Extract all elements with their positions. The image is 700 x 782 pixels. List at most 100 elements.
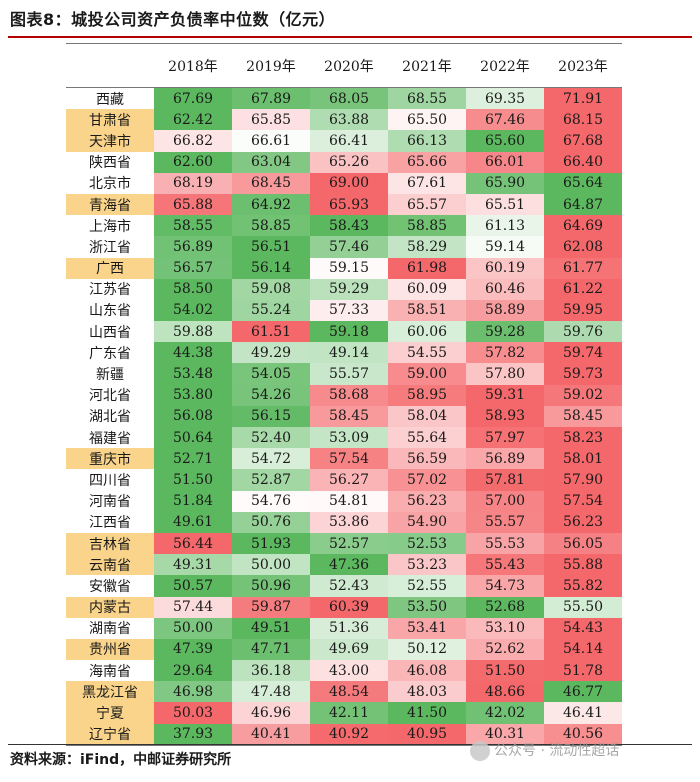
leverage-table: 2018年 2019年 2020年 2021年 2022年 2023年 西藏 67.69 67… [66, 43, 622, 746]
value-cell: 51.50 [154, 469, 232, 491]
province-label: 河北省 [89, 388, 131, 405]
value-cell: 56.44 [154, 532, 232, 555]
value-cell: 50.64 [154, 427, 232, 449]
value-cell: 66.13 [388, 130, 466, 152]
value-cell: 64.87 [544, 193, 622, 216]
footer-rule [8, 744, 692, 745]
value-cell: 67.61 [388, 172, 466, 194]
table-row: 河南省 51.84 54.76 54.81 56.23 57.00 57.54 [66, 490, 622, 512]
value-cell: 54.05 [232, 363, 310, 385]
value-cell: 59.95 [544, 299, 622, 322]
table-row: 黑龙江省 46.98 47.48 48.54 48.03 48.66 46.77 [66, 681, 622, 703]
value-cell: 58.89 [466, 299, 544, 322]
province-label: 福建省 [89, 430, 131, 447]
wechat-icon [470, 741, 490, 761]
value-cell: 58.45 [544, 405, 622, 427]
table-row: 吉林省 56.44 51.93 52.57 52.53 55.53 56.05 [66, 532, 622, 555]
value-cell: 58.51 [388, 299, 466, 322]
value-cell: 56.59 [388, 448, 466, 470]
value-cell: 54.02 [154, 299, 232, 322]
value-cell: 52.53 [388, 532, 466, 555]
value-cell: 56.23 [388, 490, 466, 512]
value-cell: 46.08 [388, 660, 466, 682]
value-cell: 58.93 [466, 405, 544, 427]
value-cell: 58.95 [388, 384, 466, 406]
value-cell: 55.57 [466, 511, 544, 533]
value-cell: 57.97 [466, 427, 544, 449]
year-header: 2018年 [154, 43, 232, 88]
province-label: 吉林省 [66, 532, 154, 555]
province-label: 辽宁省 [66, 723, 154, 746]
value-cell: 60.46 [466, 278, 544, 300]
value-cell: 47.71 [232, 638, 310, 661]
table-row: 上海市 58.55 58.85 58.43 58.85 61.13 64.69 [66, 215, 622, 237]
value-cell: 67.68 [544, 130, 622, 152]
value-cell: 40.41 [232, 723, 310, 746]
value-cell: 51.93 [232, 532, 310, 555]
value-cell: 69.00 [310, 172, 388, 194]
value-cell: 29.64 [154, 660, 232, 682]
value-cell: 56.15 [232, 405, 310, 427]
table-row: 重庆市 52.71 54.72 57.54 56.59 56.89 58.01 [66, 448, 622, 470]
value-cell: 46.96 [232, 702, 310, 724]
value-cell: 49.69 [310, 638, 388, 661]
value-cell: 59.28 [466, 321, 544, 343]
value-cell: 46.77 [544, 681, 622, 703]
value-cell: 55.88 [544, 554, 622, 576]
value-cell: 50.03 [154, 702, 232, 724]
value-cell: 57.00 [466, 490, 544, 512]
province-label: 海南省 [89, 663, 131, 680]
province-label: 甘肃省 [66, 109, 154, 131]
province-label: 广西 [66, 257, 154, 279]
value-cell: 65.51 [466, 193, 544, 216]
value-cell: 54.90 [388, 511, 466, 533]
value-cell: 55.57 [310, 363, 388, 385]
value-cell: 52.43 [310, 575, 388, 597]
value-cell: 53.10 [466, 617, 544, 639]
value-cell: 36.18 [232, 660, 310, 682]
value-cell: 53.23 [388, 554, 466, 576]
province-label: 广东省 [89, 345, 131, 362]
value-cell: 59.73 [544, 363, 622, 385]
table-row: 陕西省 62.60 63.04 65.26 65.66 66.01 66.40 [66, 151, 622, 173]
value-cell: 52.55 [388, 575, 466, 597]
value-cell: 54.55 [388, 342, 466, 364]
year-header: 2019年 [232, 43, 310, 88]
province-label: 湖南省 [89, 621, 131, 638]
value-cell: 65.26 [310, 151, 388, 173]
table-row: 内蒙古 57.44 59.87 60.39 53.50 52.68 55.50 [66, 596, 622, 618]
value-cell: 52.57 [310, 532, 388, 555]
table-row: 新疆 53.48 54.05 55.57 59.00 57.80 59.73 [66, 363, 622, 385]
watermark: 公众号 · 流动性超话 [470, 740, 619, 761]
province-label: 重庆市 [66, 448, 154, 470]
table-row: 广西 56.57 56.14 59.15 61.98 60.19 61.77 [66, 257, 622, 279]
province-label: 湖北省 [89, 409, 131, 426]
value-cell: 63.88 [310, 109, 388, 131]
year-header: 2023年 [544, 43, 622, 88]
value-cell: 57.33 [310, 299, 388, 322]
value-cell: 57.54 [544, 490, 622, 512]
value-cell: 56.14 [232, 257, 310, 279]
value-cell: 61.98 [388, 257, 466, 279]
value-cell: 44.38 [154, 342, 232, 364]
value-cell: 50.12 [388, 638, 466, 661]
value-cell: 47.48 [232, 681, 310, 703]
province-label: 云南省 [66, 554, 154, 576]
value-cell: 57.02 [388, 469, 466, 491]
title-rule [8, 36, 692, 38]
value-cell: 54.14 [544, 638, 622, 661]
province-label: 山东省 [89, 303, 131, 320]
value-cell: 65.50 [388, 109, 466, 131]
province-label: 青海省 [66, 193, 154, 216]
value-cell: 59.31 [466, 384, 544, 406]
value-cell: 55.64 [388, 427, 466, 449]
province-label: 黑龙江省 [66, 681, 154, 703]
value-cell: 48.03 [388, 681, 466, 703]
value-cell: 51.84 [154, 490, 232, 512]
value-cell: 55.24 [232, 299, 310, 322]
table-row: 江苏省 58.50 59.08 59.29 60.09 60.46 61.22 [66, 278, 622, 300]
value-cell: 56.57 [154, 257, 232, 279]
table-row: 贵州省 47.39 47.71 49.69 50.12 52.62 54.14 [66, 638, 622, 661]
value-cell: 58.85 [232, 215, 310, 237]
value-cell: 65.93 [310, 193, 388, 216]
